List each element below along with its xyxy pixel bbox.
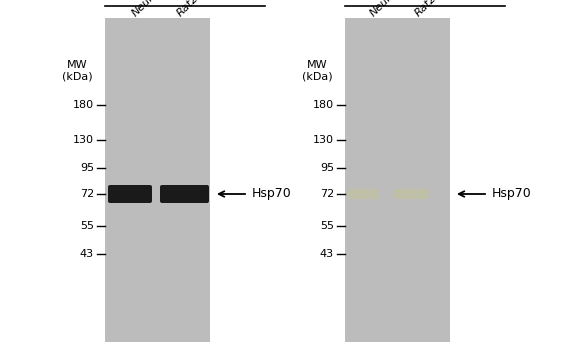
Text: 55: 55 — [320, 221, 334, 231]
Text: 72: 72 — [80, 189, 94, 199]
Text: 180: 180 — [73, 100, 94, 110]
Text: 95: 95 — [320, 163, 334, 173]
Text: 43: 43 — [80, 249, 94, 259]
Text: Neuro2A: Neuro2A — [368, 0, 409, 18]
Text: Rat2: Rat2 — [175, 0, 201, 18]
Text: Neuro2A: Neuro2A — [130, 0, 171, 18]
FancyBboxPatch shape — [160, 185, 209, 203]
Text: 130: 130 — [313, 135, 334, 145]
FancyBboxPatch shape — [394, 189, 429, 199]
Text: 180: 180 — [313, 100, 334, 110]
Text: 72: 72 — [320, 189, 334, 199]
Bar — [345, 18, 450, 342]
Bar — [105, 18, 210, 342]
Text: MW
(kDa): MW (kDa) — [302, 60, 332, 82]
Text: MW
(kDa): MW (kDa) — [62, 60, 92, 82]
FancyBboxPatch shape — [108, 185, 152, 203]
FancyBboxPatch shape — [348, 189, 379, 199]
Text: 43: 43 — [320, 249, 334, 259]
Text: Hsp70: Hsp70 — [492, 188, 532, 201]
Text: Hsp70: Hsp70 — [252, 188, 292, 201]
Text: 95: 95 — [80, 163, 94, 173]
Text: 130: 130 — [73, 135, 94, 145]
Text: Rat2: Rat2 — [413, 0, 439, 18]
Text: 55: 55 — [80, 221, 94, 231]
